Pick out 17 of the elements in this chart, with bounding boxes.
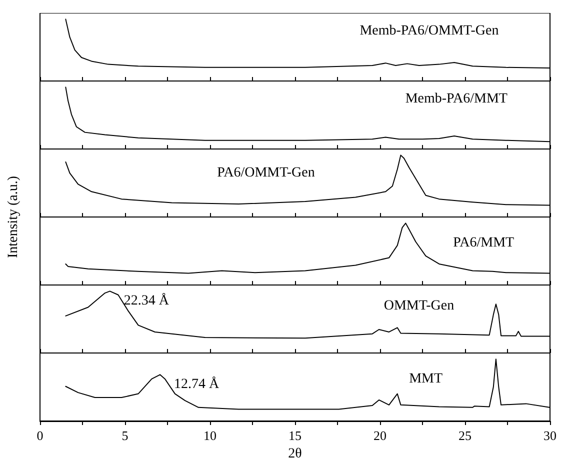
annotation: 12.74 Å [174,376,220,392]
chart-title: Memb-PA6/OMMT-Gen [360,24,499,38]
x-tick-label: 30 [544,428,556,443]
annotation: 22.34 Å [124,292,170,309]
text: PA6/OMMT-Gen [217,166,315,180]
chart-title: Memb-PA6/MMT [405,92,508,106]
text: PA6/MMT [453,236,515,250]
y-axis-title: Intensity (a.u.) [6,176,22,258]
x-axis-title: 2θ [288,446,302,462]
x-tick-label: 15 [288,428,302,443]
x-tick-label: 0 [36,428,44,443]
x-tick-label: 10 [204,428,216,443]
x-tick-label: 20 [374,428,386,443]
text: OMMT-Gen [384,298,454,314]
text: MMT [409,372,443,386]
x-tick-label: 5 [122,428,128,443]
x-tick-label: 25 [458,428,472,443]
